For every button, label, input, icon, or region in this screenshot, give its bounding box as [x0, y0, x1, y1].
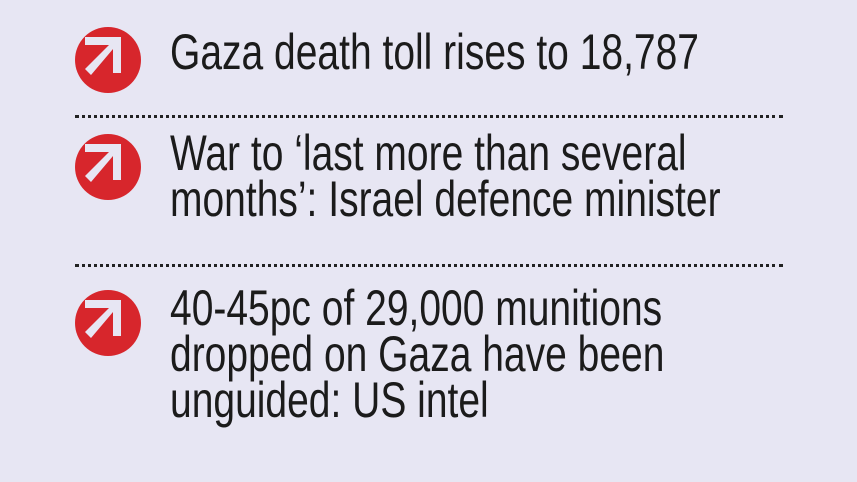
- headline-text: 40-45pc of 29,000 munitions dropped on Ga…: [170, 280, 665, 428]
- arrow-up-left-circle-icon: [75, 134, 141, 200]
- headline-text: War to ‘last more than several months’: I…: [170, 125, 721, 227]
- headline-text: Gaza death toll rises to 18,787: [170, 24, 699, 80]
- dotted-divider: [75, 264, 783, 267]
- arrow-up-left-circle-icon: [75, 27, 141, 93]
- dotted-divider: [75, 115, 783, 118]
- arrow-up-left-circle-icon: [75, 290, 141, 356]
